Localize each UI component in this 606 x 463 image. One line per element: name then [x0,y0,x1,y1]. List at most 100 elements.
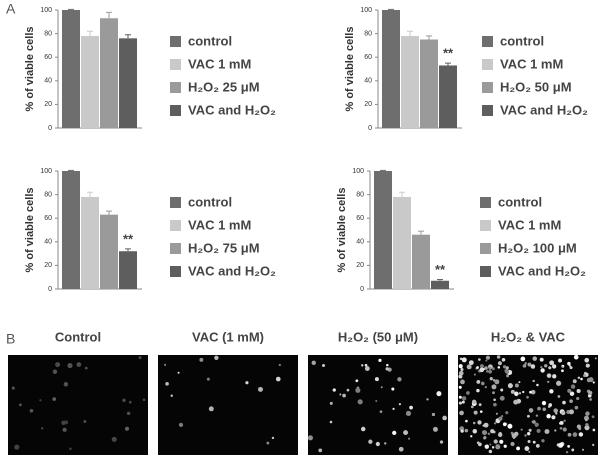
cell-dot [470,405,474,409]
cell-dot [549,389,554,394]
cell-dot [266,441,270,445]
cell-dot [461,396,467,401]
y-tick-label: 60 [364,54,372,61]
cell-dot [524,434,527,437]
cell-dot [544,429,550,435]
cell-dot [488,369,492,374]
legend-swatch [482,36,493,47]
cell-dot [439,440,444,444]
error-bar [407,30,413,36]
cell-dot [588,390,593,395]
cell-dot [459,410,464,416]
cell-dot [84,366,88,370]
cell-dot [486,370,489,373]
cell-dot [558,422,562,425]
cell-dot [67,363,73,369]
cell-dot [495,444,501,450]
cell-dot [329,420,333,424]
cell-dot [540,366,543,369]
cell-dot [464,428,469,433]
cell-dot [178,422,184,427]
cell-dot [522,390,525,394]
cell-dot [199,357,204,362]
cell-dot [505,369,510,374]
cell-dot [206,377,210,381]
cell-dot [386,363,389,367]
cell-dot [368,439,373,444]
error-bar [125,248,131,252]
cell-dot [380,386,383,389]
legend-label: VAC 1 mM [188,217,251,232]
y-tick-label: 20 [44,101,52,108]
cell-dot [569,391,575,396]
cell-dot [487,432,491,436]
cell-dot [165,382,169,386]
bar [100,214,118,289]
cell-dot [385,367,389,371]
cell-dot [307,435,313,441]
cell-dot [458,374,463,379]
y-tick-label: 40 [44,239,52,246]
legend-swatch [170,197,181,208]
cell-dot [514,383,519,388]
y-tick-label: 40 [364,78,372,85]
cell-dot [495,412,498,415]
cell-dot [535,414,539,417]
legend-swatch [480,220,491,231]
cell-dot [569,366,573,370]
legend-label: VAC 1 mM [188,56,251,71]
cell-dot [476,366,479,369]
micrograph [158,355,298,455]
cell-dot [541,439,545,443]
cell-dot [460,379,465,385]
cell-dot [478,358,481,361]
error-bar [445,62,451,66]
cell-dot [339,393,342,396]
cell-dot [485,359,488,362]
cell-dot [559,442,564,447]
cell-dot [527,440,531,443]
cell-dot [360,426,366,432]
cell-dot [594,357,597,360]
cell-dot [578,427,582,431]
cell-dot [567,388,572,393]
cell-dot [567,432,572,437]
legend-swatch [480,243,491,254]
cell-dot [128,400,132,404]
cell-dot [458,364,463,369]
cell-dot [332,388,336,392]
error-bar [380,169,386,171]
legend-label: H₂O₂ 75 μM [188,240,260,255]
cell-dot [585,363,590,368]
cell-dot [458,370,464,376]
y-tick-label: 0 [360,286,364,293]
bar [420,39,438,128]
cell-dot [585,419,588,422]
cell-dot [473,373,476,376]
cell-dot [322,363,326,367]
cell-dot [483,422,489,428]
cell-dot [522,364,527,368]
cell-dot [489,377,493,381]
cell-dot [164,363,167,366]
cell-dot [458,401,463,405]
cell-dot [477,420,482,425]
y-tick-label: 100 [360,7,372,14]
cell-dot [479,367,485,373]
cell-dot [544,364,548,368]
cell-dot [375,441,380,447]
legend-swatch [480,266,491,277]
cell-dot [484,444,490,449]
error-bar [388,8,394,10]
cell-dot [61,420,66,426]
cell-dot [375,400,378,403]
cell-dot [562,400,566,405]
cell-dot [460,367,464,372]
cell-dot [378,358,382,362]
cell-dot [497,361,502,366]
cell-dot [527,414,530,418]
cell-dot [530,389,536,395]
cell-dot [529,390,532,394]
cell-dot [468,360,474,366]
cell-dot [585,423,589,427]
